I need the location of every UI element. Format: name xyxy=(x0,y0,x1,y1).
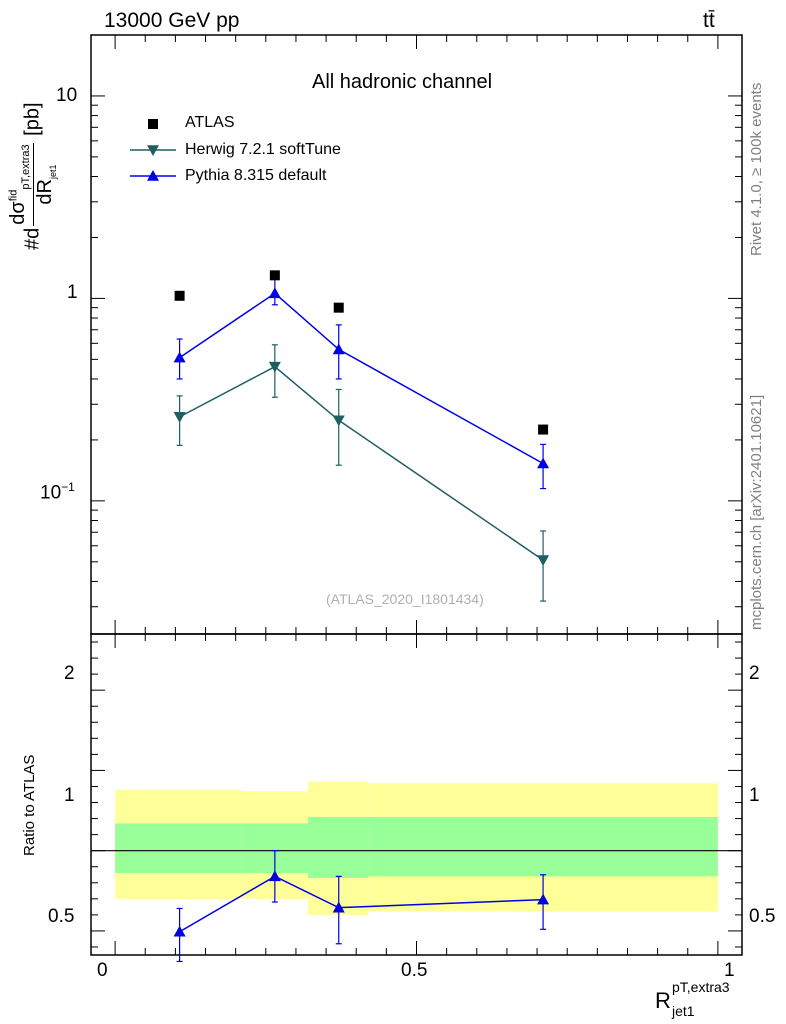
ytick-label-10: 10 xyxy=(56,85,78,106)
xlabel-sup: pT,extra3 xyxy=(672,979,730,995)
ratio-band-1-bin-2 xyxy=(308,816,369,878)
pythia-line xyxy=(179,292,544,465)
xtick-label-0: 0 xyxy=(97,960,108,981)
axis-ticks xyxy=(91,34,742,955)
ratio-ytick-label-0p5-right: 0.5 xyxy=(749,906,776,927)
herwig-line xyxy=(179,365,544,561)
xlabel-sub: jet1 xyxy=(672,1003,695,1019)
pythia-point-3 xyxy=(537,457,550,469)
ytick-label-0p1-base: 10 xyxy=(40,482,62,504)
legend-marker-atlas xyxy=(148,119,158,129)
herwig-point-0 xyxy=(173,412,186,423)
ytick-label-1: 1 xyxy=(67,282,78,303)
main-ylabel: #d dσfidpT,extra3 dRjet1 [pb] xyxy=(7,102,58,250)
pythia-point-2 xyxy=(332,343,345,355)
ratio-ytick-label-2-right: 2 xyxy=(749,663,760,684)
ratio-ytick-label-0p5-left: 0.5 xyxy=(48,906,75,927)
atlas-point-2 xyxy=(333,302,344,313)
atlas-point-3 xyxy=(538,424,549,435)
energy-label: 13000 GeV pp xyxy=(104,9,240,32)
ratio-pythia-line xyxy=(179,875,544,933)
herwig-point-3 xyxy=(537,555,550,567)
pythia-point-0 xyxy=(173,351,186,363)
ylabel-den-sub: jet1 xyxy=(48,164,58,180)
ylabel-den: dR xyxy=(34,179,56,205)
herwig-point-2 xyxy=(332,415,345,427)
ylabel-unit: [pb] xyxy=(21,102,44,136)
ytick-label-0p1-exp: −1 xyxy=(61,480,75,494)
watermark: (ATLAS_2020_I1801434) xyxy=(326,591,484,607)
rivet-label: Rivet 4.1.0, ≥ 100k events xyxy=(748,82,765,256)
ratio-band-1-bin-3 xyxy=(368,816,718,877)
ratio-pythia-point-3 xyxy=(537,893,550,905)
xtick-label-0p5: 0.5 xyxy=(401,960,428,981)
xlabel-base: R xyxy=(655,988,671,1013)
ytick-label-0p1: 10−1 xyxy=(40,481,75,502)
ylabel-prefix: #d xyxy=(21,227,44,250)
main-title: All hadronic channel xyxy=(312,71,493,93)
legend-label-atlas: ATLAS xyxy=(185,114,235,131)
legend-label-herwig: Herwig 7.2.1 softTune xyxy=(185,141,341,158)
atlas-point-1 xyxy=(269,270,280,281)
atlas-point-0 xyxy=(174,290,185,301)
ylabel-num-sup: fid xyxy=(7,189,20,202)
ratio-ylabel: Ratio to ATLAS xyxy=(21,754,38,856)
legend-markers xyxy=(130,119,176,181)
ylabel-num-sub: pT,extra3 xyxy=(20,144,32,190)
ratio-band-1-bin-0 xyxy=(115,823,242,874)
ratio-ytick-label-1-right: 1 xyxy=(749,785,760,806)
legend-label-pythia: Pythia 8.315 default xyxy=(185,167,327,184)
mcplots-label: mcplots.cern.ch [arXiv:2401.10621] xyxy=(748,394,765,630)
xtick-label-1: 1 xyxy=(724,960,735,981)
herwig-point-1 xyxy=(268,361,281,373)
ratio-pythia-point-0 xyxy=(173,925,186,937)
legend-marker-pythia xyxy=(147,170,159,181)
ratio-ytick-label-2-left: 2 xyxy=(64,663,75,684)
ratio-ytick-label-1-left: 1 xyxy=(64,785,75,806)
ratio-pythia-point-1 xyxy=(268,870,281,882)
pythia-point-1 xyxy=(268,287,281,299)
data-marks xyxy=(173,270,550,963)
ratio-pythia-point-2 xyxy=(332,901,345,913)
ratio-uncertainty-bands xyxy=(91,781,742,915)
process-label: tt̄ xyxy=(703,9,715,32)
ylabel-num: dσ xyxy=(7,201,29,225)
legend-marker-herwig xyxy=(147,145,159,156)
